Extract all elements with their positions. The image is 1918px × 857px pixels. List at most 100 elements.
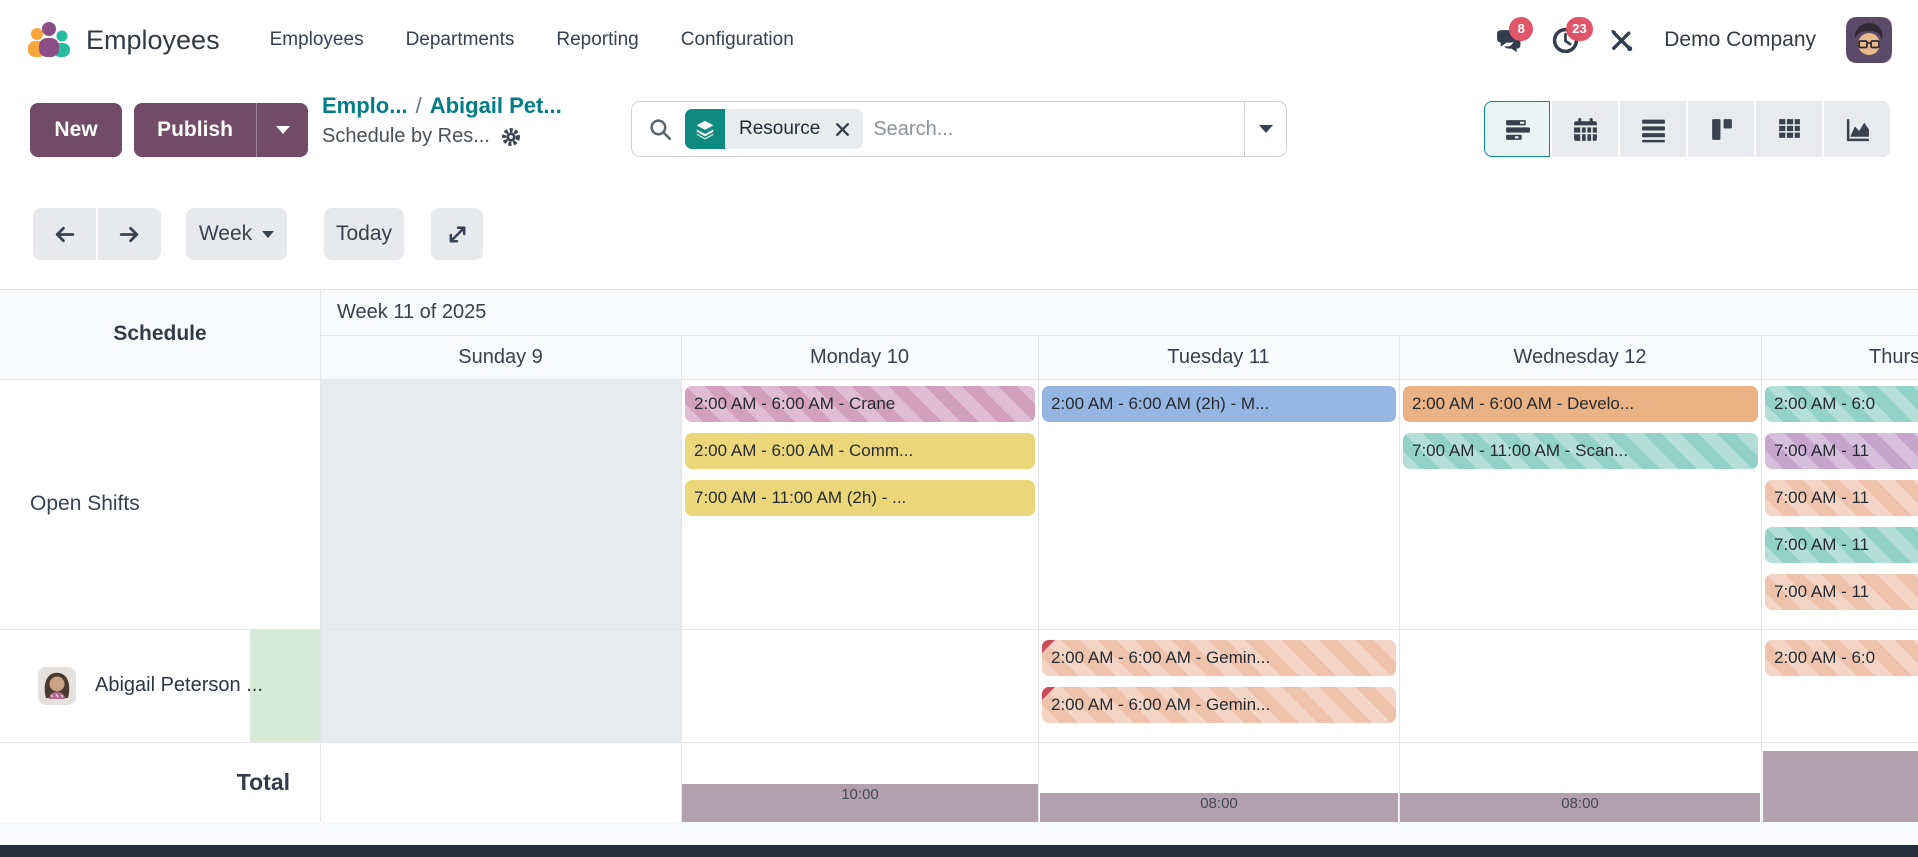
bottom-panel-edge [0,845,1918,857]
search-facet-resource[interactable]: Resource [685,109,864,149]
gridline [1038,335,1039,822]
period-navigation [33,208,161,260]
shift-block[interactable]: 7:00 AM - 11 [1765,433,1918,469]
day-header-tuesday[interactable]: Tuesday 11 [1167,346,1270,368]
gridline [320,289,321,822]
view-switcher [1484,101,1890,157]
open-shifts-row-label[interactable]: Open Shifts [30,492,140,515]
search-options-toggle[interactable] [1244,102,1286,156]
app-title: Employees [86,24,220,55]
shift-block[interactable]: 7:00 AM - 11:00 AM - Scan... [1403,433,1758,469]
view-calendar-button[interactable] [1552,101,1618,157]
company-switcher[interactable]: Demo Company [1664,28,1816,51]
shift-block[interactable]: 2:00 AM - 6:0 [1765,386,1918,422]
gridline [681,335,682,822]
view-gantt-button[interactable] [1484,101,1550,157]
navbar-systray: 8 23 [1495,16,1892,63]
messages-badge: 8 [1509,16,1534,41]
activities-button[interactable]: 23 [1552,16,1593,54]
employee-row-header[interactable]: Abigail Peterson ... [38,629,263,742]
row-highlight-strip [250,630,320,742]
chevron-down-icon [275,126,290,134]
kanban-view-icon [1708,116,1735,143]
gantt-header-background [0,289,1918,379]
shift-block-conflict[interactable]: 2:00 AM - 6:00 AM - Gemin... [1042,640,1396,676]
next-period-button[interactable] [98,208,161,260]
total-row-label: Total [236,768,290,795]
view-pivot-button[interactable] [1756,101,1822,157]
publish-button-group: Publish [134,103,308,157]
view-kanban-button[interactable] [1688,101,1754,157]
breadcrumb-current-link[interactable]: Abigail Pet... [429,93,562,118]
shift-block[interactable]: 7:00 AM - 11 [1765,480,1918,516]
graph-view-icon [1844,116,1871,143]
publish-dropdown-toggle[interactable] [256,103,308,157]
groupby-layers-icon [685,109,725,149]
day-header-thursday[interactable]: Thursday 13 [1869,346,1918,368]
facet-label: Resource [739,118,821,139]
user-avatar[interactable] [1846,17,1892,63]
shift-block[interactable]: 7:00 AM - 11 [1765,574,1918,610]
day-header-wednesday[interactable]: Wednesday 12 [1513,346,1647,368]
shift-block[interactable]: 2:00 AM - 6:00 AM - Develo... [1403,386,1758,422]
total-bar-value: 10:00 [841,786,879,803]
range-selector-button[interactable]: Week [186,208,287,260]
control-panel: New Publish Emplo... / Abigail Pet... Sche… [0,80,1918,208]
breadcrumb-parent-link[interactable]: Emplo... [322,93,408,118]
gridline [320,335,1918,336]
weekend-column-background [321,379,681,742]
day-header-monday[interactable]: Monday 10 [810,346,909,368]
tools-icon [1609,28,1634,53]
main-menu: Employees Departments Reporting Configur… [270,29,794,51]
gridline [0,289,1918,290]
pivot-view-icon [1776,116,1803,143]
employee-name: Abigail Peterson ... [95,674,263,696]
nav-menu-departments[interactable]: Departments [405,29,515,50]
gridline [1399,335,1400,822]
top-navbar: Employees Employees Departments Reportin… [0,0,1918,80]
footer-spacer [0,822,1918,845]
activities-badge: 23 [1566,16,1593,41]
previous-period-button[interactable] [33,208,96,260]
apps-menu-button[interactable]: Employees [26,19,220,61]
gridline [0,629,1918,630]
shift-block[interactable]: 2:00 AM - 6:00 AM - Crane [685,386,1035,422]
breadcrumb: Emplo... / Abigail Pet... Schedule by Res.… [322,93,562,148]
employees-app-icon [26,19,72,61]
publish-button[interactable]: Publish [134,103,256,157]
arrow-right-icon [117,222,142,247]
today-button[interactable]: Today [324,208,404,260]
shift-block[interactable]: 7:00 AM - 11:00 AM (2h) - ... [685,480,1035,516]
total-bar-value: 08:00 [1200,795,1238,812]
shift-block[interactable]: 2:00 AM - 6:00 AM - Comm... [685,433,1035,469]
shift-block[interactable]: 7:00 AM - 11 [1765,527,1918,563]
range-selector-label: Week [198,222,253,245]
gridline [0,379,1918,380]
search-icon [648,117,673,142]
day-header-sunday[interactable]: Sunday 9 [458,346,543,368]
nav-menu-employees[interactable]: Employees [269,29,364,50]
search-input[interactable] [863,117,1244,141]
nav-menu-configuration[interactable]: Configuration [680,29,794,50]
nav-menu-reporting[interactable]: Reporting [556,29,639,50]
shift-block[interactable]: 2:00 AM - 6:00 AM (2h) - M... [1042,386,1396,422]
view-graph-button[interactable] [1824,101,1890,157]
shift-block[interactable]: 2:00 AM - 6:0 [1765,640,1918,676]
total-bar-wednesday: 08:00 [1400,793,1760,822]
facet-remove-icon[interactable] [832,121,863,138]
debug-tools-button[interactable] [1609,28,1634,53]
new-button[interactable]: New [30,103,122,157]
gear-icon[interactable] [500,126,522,148]
breadcrumb-separator: / [415,93,422,118]
chevron-down-icon [262,230,275,238]
week-label: Week 11 of 2025 [337,301,487,323]
view-list-button[interactable] [1620,101,1686,157]
gantt-corner-title: Schedule [113,322,207,345]
expand-button[interactable] [431,208,483,260]
shift-block-conflict[interactable]: 2:00 AM - 6:00 AM - Gemin... [1042,687,1396,723]
total-bar-tuesday: 08:00 [1040,793,1398,822]
messages-button[interactable]: 8 [1495,16,1534,54]
total-bar-thursday [1763,751,1918,822]
total-bar-monday: 10:00 [682,784,1038,822]
